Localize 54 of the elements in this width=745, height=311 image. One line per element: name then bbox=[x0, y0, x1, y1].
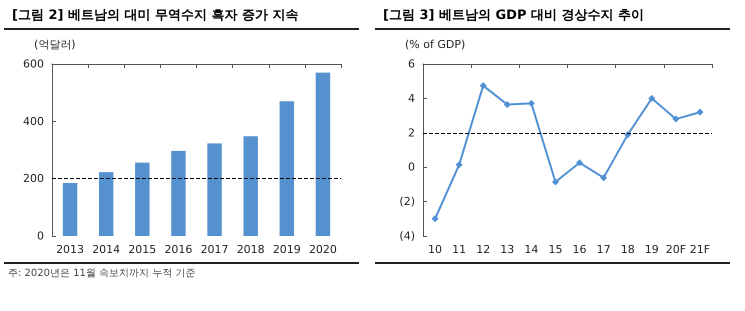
x-tick-label: 2019 bbox=[272, 243, 301, 256]
chart-title: [그림 2] 베트남의 대미 무역수지 흑자 증가 지속 bbox=[4, 0, 359, 30]
x-tick-label: 2014 bbox=[92, 243, 120, 256]
bar bbox=[62, 182, 78, 236]
y-tick-label: 4 bbox=[408, 92, 415, 105]
bar bbox=[207, 143, 222, 236]
x-tick-label: 20F bbox=[666, 243, 686, 256]
point bbox=[672, 116, 680, 123]
x-tick-label: 21F bbox=[690, 243, 710, 256]
y-axis-title: (억달러) bbox=[34, 38, 76, 51]
y-axis-title: (% of GDP) bbox=[405, 38, 466, 51]
bar bbox=[243, 136, 258, 236]
bar bbox=[316, 72, 330, 236]
x-tick-label: 17 bbox=[596, 243, 611, 256]
text: 주: 2020년은 11월 속보치까지 누적 기준 bbox=[7, 267, 196, 280]
y-tick-label: 600 bbox=[23, 58, 44, 70]
x-tick-label: 19 bbox=[644, 243, 659, 256]
x-tick-label: 11 bbox=[452, 243, 466, 256]
y-tick-label: (2) bbox=[399, 195, 415, 208]
x-tick-label: 18 bbox=[620, 243, 635, 256]
point bbox=[456, 161, 463, 168]
y-tick-label: 2 bbox=[408, 126, 415, 140]
x-tick-label: 2013 bbox=[56, 243, 84, 256]
point bbox=[648, 94, 656, 102]
point bbox=[576, 159, 584, 166]
x-tick-label: 14 bbox=[524, 243, 538, 256]
point bbox=[600, 174, 608, 182]
x-tick-label: 2017 bbox=[200, 243, 229, 256]
x-tick-label: 13 bbox=[500, 243, 514, 256]
x-tick-label: 15 bbox=[548, 243, 562, 256]
bar bbox=[280, 101, 294, 236]
chart-title: [그림 3] 베트남의 GDP 대비 경상수지 추이 bbox=[375, 0, 730, 30]
point bbox=[480, 82, 487, 90]
point bbox=[528, 100, 535, 107]
bar bbox=[171, 150, 186, 236]
point bbox=[552, 178, 559, 186]
x-tick-label: 2015 bbox=[128, 243, 156, 256]
point bbox=[696, 108, 704, 116]
point bbox=[432, 215, 439, 222]
bar bbox=[135, 162, 150, 236]
bar bbox=[98, 172, 114, 236]
y-tick-label: 0 bbox=[408, 160, 415, 174]
x-tick-label: 10 bbox=[428, 243, 442, 256]
x-tick-label: 2016 bbox=[164, 243, 192, 256]
y-tick-label: 400 bbox=[23, 114, 44, 128]
y-tick-label: (4) bbox=[399, 230, 415, 242]
x-tick-label: 16 bbox=[572, 243, 587, 256]
x-tick-label: 2018 bbox=[236, 243, 265, 256]
x-tick-label: 12 bbox=[476, 243, 490, 256]
y-tick-label: 0 bbox=[37, 230, 44, 242]
x-tick-label: 2020 bbox=[308, 243, 337, 256]
y-tick-label: 6 bbox=[408, 58, 415, 70]
y-tick-label: 200 bbox=[23, 172, 44, 186]
point bbox=[504, 101, 511, 108]
